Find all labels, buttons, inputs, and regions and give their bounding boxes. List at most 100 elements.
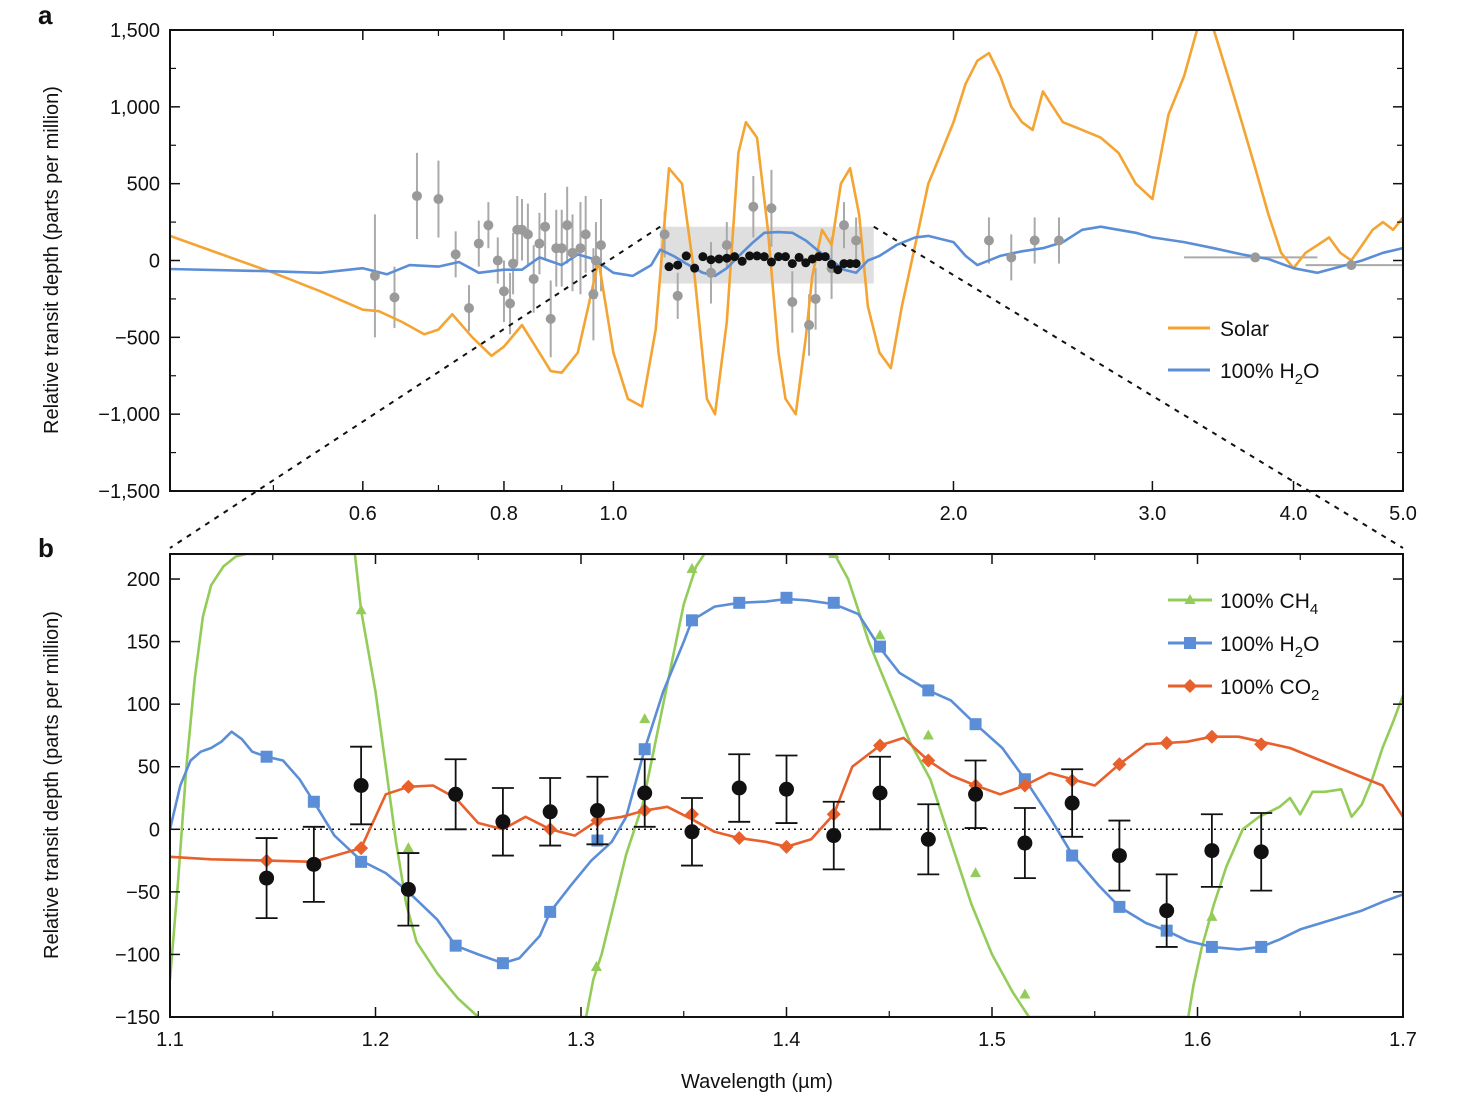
ch4-marker [402, 842, 414, 853]
panel-a-x-tick-label: 3.0 [1138, 503, 1166, 525]
black-data-point [673, 260, 683, 270]
h2o-marker [685, 614, 698, 627]
co2-marker [1159, 735, 1174, 750]
h2o-marker [355, 855, 368, 868]
observation-point [589, 803, 605, 819]
grey-data-point [575, 243, 586, 254]
panel-b-y-tick-label: 0 [149, 819, 160, 841]
observation-point [968, 786, 984, 802]
co2-marker [732, 831, 747, 846]
black-data-point [851, 259, 861, 269]
grey-data-point [590, 255, 601, 266]
observation-point [1064, 795, 1080, 811]
grey-data-point [534, 238, 545, 249]
grey-data-point [508, 258, 519, 269]
h2o-marker [827, 596, 840, 609]
grey-data-point [1346, 260, 1357, 271]
h2o-marker [1113, 900, 1126, 913]
grey-data-point [810, 293, 821, 304]
observation-point [448, 786, 464, 802]
co2-marker [1254, 737, 1269, 752]
panel-a-y-tick-label: −1,500 [98, 481, 160, 503]
black-data-point [759, 252, 769, 262]
co2-marker [779, 839, 794, 854]
panel-b-y-tick-label: −150 [115, 1007, 160, 1029]
co2-marker [873, 738, 888, 753]
grey-data-point [545, 313, 556, 324]
panel-a-x-tick-label: 5.0 [1389, 503, 1417, 525]
panel-b-plot-area [170, 554, 1403, 1017]
ch4-marker [922, 729, 934, 740]
panel-a-line-solar [170, 30, 1403, 416]
panel-b-x-tick-label: 1.7 [1389, 1029, 1417, 1051]
h2o-marker [449, 939, 462, 952]
panel-b-letter: b [38, 533, 54, 563]
h2o-marker [1066, 849, 1079, 862]
grey-data-point [562, 220, 573, 231]
grey-data-point [369, 270, 380, 281]
observation-point [495, 814, 511, 830]
black-data-point [787, 259, 797, 269]
black-data-point [801, 258, 811, 268]
black-data-point [714, 254, 724, 264]
co2-marker [1017, 778, 1032, 793]
ch4-marker [970, 867, 982, 878]
panel-b-y-tick-label: 150 [127, 632, 160, 654]
observation-point [353, 778, 369, 793]
grey-data-point [450, 249, 461, 260]
black-data-point [833, 265, 843, 275]
grey-data-point [567, 247, 578, 258]
grey-data-point [580, 229, 591, 240]
panel-b-legend: 100% CH4 100% H2O 100% CO2 [1168, 590, 1319, 704]
co2-marker [1112, 757, 1127, 772]
black-data-point [814, 252, 824, 262]
panel-b-x-tick-label: 1.2 [362, 1029, 390, 1051]
grey-data-point [473, 238, 484, 249]
grey-data-point [588, 289, 599, 300]
black-data-point [737, 256, 747, 266]
h2o-marker [496, 957, 509, 970]
observation-point [779, 781, 794, 797]
grey-data-point [1250, 252, 1261, 263]
panel-b-line-co2 [170, 735, 1403, 864]
black-data-point [681, 251, 691, 261]
ch4-marker [874, 629, 886, 640]
grey-data-point [851, 235, 862, 246]
grey-data-point [498, 286, 509, 297]
observation-point [306, 856, 322, 872]
x-axis-label: Wavelength (µm) [681, 1071, 833, 1093]
grey-data-point [492, 255, 503, 266]
grey-data-point [556, 243, 567, 254]
h2o-marker [780, 591, 793, 604]
legend-label: 100% CO2 [1220, 676, 1319, 704]
legend-label: Solar [1220, 318, 1269, 341]
ch4-marker [590, 960, 602, 971]
grey-data-point [804, 320, 815, 331]
observation-point [872, 785, 888, 801]
grey-data-point [839, 220, 850, 231]
grey-data-point [464, 303, 475, 314]
black-data-point [706, 255, 716, 265]
legend-marker [1184, 637, 1196, 649]
h2o-marker [1205, 940, 1218, 953]
panel-b-y-tick-label: −50 [126, 882, 160, 904]
ch4-marker [686, 563, 698, 574]
panel-b-x-tick-label: 1.6 [1184, 1029, 1212, 1051]
connector-left [169, 225, 661, 549]
grey-data-point [983, 235, 994, 246]
panel-a-ylabel: Relative transit depth (parts per millio… [41, 86, 63, 434]
panel-a-plot-area [170, 30, 1403, 416]
panel-b-y-tick-label: 100 [127, 694, 160, 716]
grey-data-point [540, 221, 551, 232]
observation-point [1159, 903, 1175, 919]
grey-data-point [766, 203, 777, 214]
black-data-point [820, 252, 830, 262]
panel-b-line-ch4 [170, 554, 1403, 1017]
observation-point [826, 828, 842, 844]
h2o-marker [1255, 940, 1268, 953]
h2o-marker [922, 684, 935, 697]
grey-data-point [411, 190, 422, 201]
connector-right [873, 225, 1404, 549]
grey-data-point [528, 273, 539, 284]
